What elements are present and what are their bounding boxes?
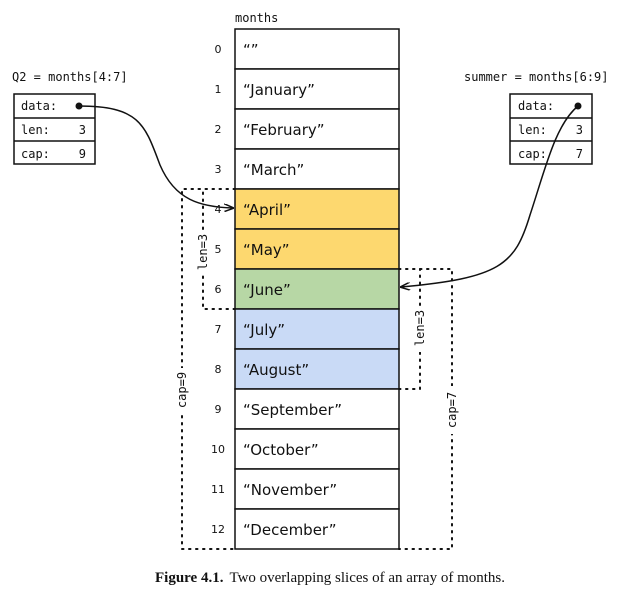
q2-pointer-arrow xyxy=(78,105,233,208)
array-cells: 0 “” 1 “January” 2 “February” 3 “March” 4 “April”… xyxy=(211,28,400,550)
cell-index: 6 xyxy=(215,283,222,296)
cell-index: 5 xyxy=(215,243,222,256)
cell-value: “June” xyxy=(243,281,291,299)
cell-index: 10 xyxy=(211,443,225,456)
array-cell-0: 0 “” xyxy=(215,28,400,70)
q2-slice-header: data: len: 3 cap: 9 xyxy=(13,93,96,165)
q2-cap-value: 9 xyxy=(79,147,86,161)
cell-box xyxy=(234,108,400,150)
array-cell-1: 1 “January” xyxy=(215,68,400,110)
q2-len-bracket xyxy=(202,188,236,310)
array-cell-11: 11 “November” xyxy=(211,468,400,510)
array-cell-9: 9 “September” xyxy=(215,388,400,430)
cell-value: “July” xyxy=(243,321,285,339)
cell-value: “September” xyxy=(243,401,342,419)
array-cell-10: 10 “October” xyxy=(211,428,400,470)
summer-len-field: len: xyxy=(518,123,547,137)
cell-box xyxy=(234,348,400,390)
q2-len-field: len: xyxy=(21,123,50,137)
cell-value: “March” xyxy=(243,161,304,179)
cell-index: 1 xyxy=(215,83,222,96)
cell-box xyxy=(234,28,400,70)
q2-data-field: data: xyxy=(21,99,57,113)
cell-value: “April” xyxy=(243,201,291,219)
array-cell-6: 6 “June” xyxy=(215,268,400,310)
summer-cap-label: cap=7 xyxy=(445,392,459,428)
q2-label: Q2 = months[4:7] xyxy=(12,70,128,84)
q2-len-value: 3 xyxy=(79,123,86,137)
cell-index: 9 xyxy=(215,403,222,416)
cell-value: “December” xyxy=(243,521,337,539)
cell-index: 12 xyxy=(211,523,225,536)
summer-cap-bracket xyxy=(398,268,453,550)
array-label: months xyxy=(235,11,278,25)
array-cell-3: 3 “March” xyxy=(215,148,400,190)
array-cell-7: 7 “July” xyxy=(215,308,400,350)
summer-data-field: data: xyxy=(518,99,554,113)
summer-cap-value: 7 xyxy=(576,147,583,161)
cell-value: “August” xyxy=(243,361,309,379)
cell-box xyxy=(234,268,400,310)
q2-cap-label: cap=9 xyxy=(175,372,189,408)
cell-index: 4 xyxy=(215,203,222,216)
cell-box xyxy=(234,68,400,110)
summer-cap-field: cap: xyxy=(518,147,547,161)
summer-len-value: 3 xyxy=(576,123,583,137)
cell-index: 2 xyxy=(215,123,222,136)
cell-value: “January” xyxy=(243,81,315,99)
array-cell-4: 4 “April” xyxy=(215,188,400,230)
cell-box xyxy=(234,468,400,510)
array-cell-2: 2 “February” xyxy=(215,108,400,150)
cell-value: “” xyxy=(243,41,259,59)
cell-value: “October” xyxy=(243,441,319,459)
cell-box xyxy=(234,188,400,230)
array-cell-12: 12 “December” xyxy=(211,508,400,550)
q2-cap-field: cap: xyxy=(21,147,50,161)
cell-value: “February” xyxy=(243,121,325,139)
array-cell-5: 5 “May” xyxy=(215,228,400,270)
cell-index: 3 xyxy=(215,163,222,176)
q2-len-label: len=3 xyxy=(196,234,210,270)
summer-label: summer = months[6:9] xyxy=(464,70,609,84)
cell-index: 0 xyxy=(215,43,222,56)
summer-len-bracket xyxy=(398,268,421,390)
cell-index: 7 xyxy=(215,323,222,336)
cell-value: “May” xyxy=(243,241,290,259)
array-cell-8: 8 “August” xyxy=(215,348,400,390)
cell-index: 11 xyxy=(211,483,225,496)
cell-value: “November” xyxy=(243,481,337,499)
summer-pointer-arrow xyxy=(401,105,579,287)
figure-caption: Figure 4.1. Two overlapping slices of an … xyxy=(155,570,505,586)
caption-figure-number: Figure 4.1. xyxy=(155,570,224,586)
summer-len-label: len=3 xyxy=(413,310,427,346)
cell-box xyxy=(234,428,400,470)
cell-index: 8 xyxy=(215,363,222,376)
caption-text: Two overlapping slices of an array of mo… xyxy=(229,570,505,586)
cell-box xyxy=(234,508,400,550)
